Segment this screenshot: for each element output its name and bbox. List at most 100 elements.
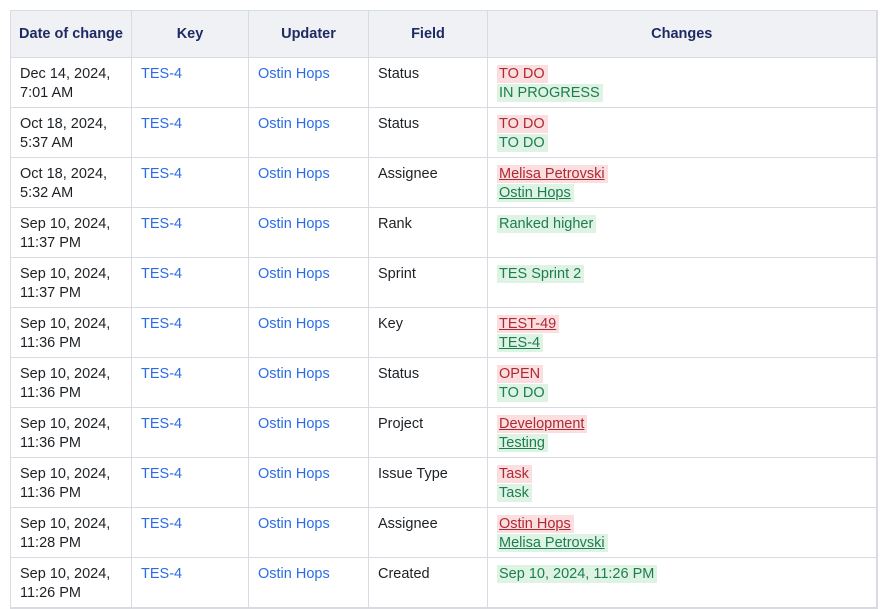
changes-cell: TO DO IN PROGRESS: [487, 57, 877, 108]
issue-key-cell: TES-4: [131, 307, 249, 358]
issue-key-link[interactable]: TES-4: [141, 566, 183, 582]
changes-cell: Development Testing: [487, 407, 877, 458]
change-line: Melisa Petrovski: [497, 165, 867, 184]
date-of-change-cell: Oct 18, 2024, 5:32 AM: [10, 157, 132, 208]
issue-key-link[interactable]: TES-4: [141, 116, 183, 132]
field-cell: Status: [368, 357, 488, 408]
change-line: TEST-49: [497, 315, 867, 334]
updater-link[interactable]: Ostin Hops: [258, 416, 330, 432]
change-line: Development: [497, 415, 867, 434]
change-removed-value[interactable]: TEST-49: [497, 315, 560, 333]
field-cell: Status: [368, 107, 488, 158]
column-header-key: Key: [131, 10, 249, 58]
issue-key-link[interactable]: TES-4: [141, 316, 183, 332]
issue-key-link[interactable]: TES-4: [141, 216, 183, 232]
date-of-change-cell: Sep 10, 2024, 11:36 PM: [10, 357, 132, 408]
date-of-change-cell: Sep 10, 2024, 11:26 PM: [10, 557, 132, 609]
field-cell: Sprint: [368, 257, 488, 308]
updater-link[interactable]: Ostin Hops: [258, 516, 330, 532]
change-line: Ranked higher: [497, 215, 867, 234]
updater-link[interactable]: Ostin Hops: [258, 116, 330, 132]
field-cell: Assignee: [368, 507, 488, 558]
change-removed-value[interactable]: Ostin Hops: [497, 515, 574, 533]
table-header: Date of change Key Updater Field Changes: [10, 10, 877, 58]
table-row: Sep 10, 2024, 11:28 PM TES-4 Ostin Hops Ass…: [10, 507, 877, 558]
table-row: Sep 10, 2024, 11:36 PM TES-4 Ostin Hops Sta…: [10, 357, 877, 408]
updater-link[interactable]: Ostin Hops: [258, 266, 330, 282]
change-added-value: Ranked higher: [497, 215, 597, 233]
issue-key-link[interactable]: TES-4: [141, 416, 183, 432]
change-history-table-container: Date of change Key Updater Field Changes…: [10, 10, 878, 609]
updater-cell: Ostin Hops: [248, 357, 369, 408]
issue-key-cell: TES-4: [131, 107, 249, 158]
table-row: Sep 10, 2024, 11:26 PM TES-4 Ostin Hops Cre…: [10, 557, 877, 609]
change-added-value[interactable]: Testing: [497, 434, 548, 452]
change-added-value[interactable]: TES-4: [497, 334, 544, 352]
column-header-field: Field: [368, 10, 488, 58]
updater-cell: Ostin Hops: [248, 307, 369, 358]
change-line: Melisa Petrovski: [497, 534, 867, 553]
updater-link[interactable]: Ostin Hops: [258, 166, 330, 182]
changes-cell: OPEN TO DO: [487, 357, 877, 408]
change-removed-value[interactable]: Development: [497, 415, 588, 433]
updater-link[interactable]: Ostin Hops: [258, 316, 330, 332]
change-removed-value[interactable]: Melisa Petrovski: [497, 165, 608, 183]
issue-key-link[interactable]: TES-4: [141, 516, 183, 532]
updater-link[interactable]: Ostin Hops: [258, 66, 330, 82]
issue-key-cell: TES-4: [131, 157, 249, 208]
issue-key-cell: TES-4: [131, 557, 249, 609]
date-of-change-cell: Sep 10, 2024, 11:28 PM: [10, 507, 132, 558]
change-line: TES Sprint 2: [497, 265, 867, 284]
issue-key-cell: TES-4: [131, 407, 249, 458]
table-row: Oct 18, 2024, 5:37 AM TES-4 Ostin Hops Stat…: [10, 107, 877, 158]
change-line: TO DO: [497, 134, 867, 153]
change-added-value[interactable]: Melisa Petrovski: [497, 534, 608, 552]
date-of-change-cell: Sep 10, 2024, 11:36 PM: [10, 457, 132, 508]
change-line: Sep 10, 2024, 11:26 PM: [497, 565, 867, 584]
change-line: TES-4: [497, 334, 867, 353]
issue-key-cell: TES-4: [131, 507, 249, 558]
updater-cell: Ostin Hops: [248, 407, 369, 458]
changes-cell: Ranked higher: [487, 207, 877, 258]
change-added-value: TO DO: [497, 134, 548, 152]
field-cell: Created: [368, 557, 488, 609]
column-header-date-of-change: Date of change: [10, 10, 132, 58]
updater-link[interactable]: Ostin Hops: [258, 366, 330, 382]
updater-cell: Ostin Hops: [248, 507, 369, 558]
updater-link[interactable]: Ostin Hops: [258, 466, 330, 482]
change-added-value: TO DO: [497, 384, 548, 402]
issue-key-cell: TES-4: [131, 357, 249, 408]
issue-key-link[interactable]: TES-4: [141, 266, 183, 282]
updater-cell: Ostin Hops: [248, 157, 369, 208]
change-line: TO DO: [497, 115, 867, 134]
change-line: Ostin Hops: [497, 515, 867, 534]
changes-cell: TO DO TO DO: [487, 107, 877, 158]
updater-link[interactable]: Ostin Hops: [258, 216, 330, 232]
updater-cell: Ostin Hops: [248, 57, 369, 108]
change-line: IN PROGRESS: [497, 84, 867, 103]
issue-key-link[interactable]: TES-4: [141, 66, 183, 82]
change-added-value: IN PROGRESS: [497, 84, 603, 102]
issue-key-link[interactable]: TES-4: [141, 366, 183, 382]
field-cell: Status: [368, 57, 488, 108]
date-of-change-cell: Sep 10, 2024, 11:36 PM: [10, 407, 132, 458]
table-row: Oct 18, 2024, 5:32 AM TES-4 Ostin Hops Assi…: [10, 157, 877, 208]
changes-cell: Task Task: [487, 457, 877, 508]
changes-cell: Ostin Hops Melisa Petrovski: [487, 507, 877, 558]
table-row: Sep 10, 2024, 11:37 PM TES-4 Ostin Hops Spr…: [10, 257, 877, 308]
updater-cell: Ostin Hops: [248, 107, 369, 158]
change-added-value[interactable]: Ostin Hops: [497, 184, 574, 202]
date-of-change-cell: Oct 18, 2024, 5:37 AM: [10, 107, 132, 158]
updater-link[interactable]: Ostin Hops: [258, 566, 330, 582]
change-added-value: Task: [497, 484, 532, 502]
issue-key-link[interactable]: TES-4: [141, 466, 183, 482]
issue-key-cell: TES-4: [131, 57, 249, 108]
issue-key-link[interactable]: TES-4: [141, 166, 183, 182]
field-cell: Key: [368, 307, 488, 358]
date-of-change-cell: Sep 10, 2024, 11:36 PM: [10, 307, 132, 358]
date-of-change-cell: Sep 10, 2024, 11:37 PM: [10, 207, 132, 258]
change-removed-value: OPEN: [497, 365, 544, 383]
change-removed-value: TO DO: [497, 115, 548, 133]
table-row: Sep 10, 2024, 11:36 PM TES-4 Ostin Hops Key…: [10, 307, 877, 358]
issue-key-cell: TES-4: [131, 457, 249, 508]
